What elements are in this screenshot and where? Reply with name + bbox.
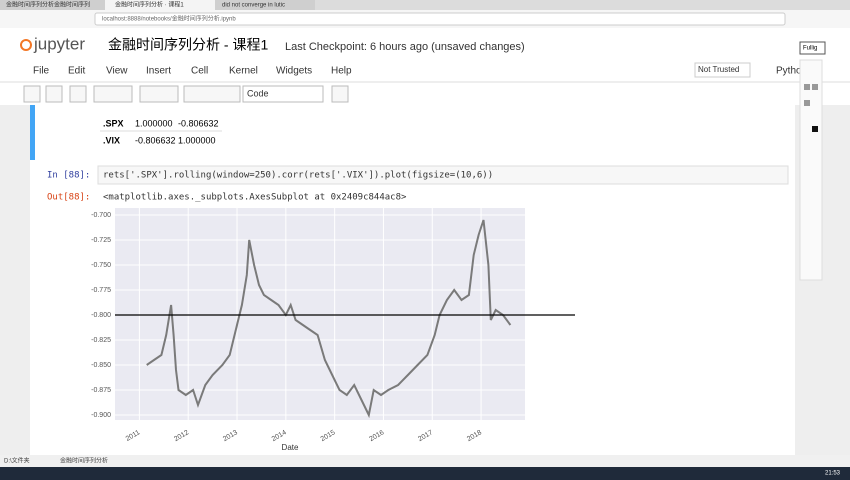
taskbar-item[interactable]: 金融时间序列分析 <box>60 457 108 465</box>
menu-item[interactable]: Help <box>331 66 352 77</box>
tab[interactable] <box>215 0 315 10</box>
swatch[interactable] <box>804 100 810 106</box>
tool-button[interactable] <box>93 85 133 103</box>
cell-type: Code <box>247 88 269 98</box>
chart: -0.700 -0.725 -0.750 -0.775 -0.800 -0.825 -0.8… <box>91 208 575 452</box>
tool-panel <box>799 59 823 281</box>
tool-button[interactable] <box>23 85 41 103</box>
y-tick-label: -0.825 <box>91 337 111 344</box>
menu-item[interactable]: Insert <box>146 66 171 77</box>
logo-icon <box>20 39 32 51</box>
tab-bar <box>0 0 850 10</box>
y-tick-label: -0.775 <box>91 287 111 294</box>
y-tick-label: -0.900 <box>91 412 111 419</box>
trusted-badge[interactable] <box>694 62 751 78</box>
taskbar <box>0 467 850 480</box>
y-tick-label: -0.875 <box>91 387 111 394</box>
menu-item[interactable]: Widgets <box>276 66 312 77</box>
tool-button[interactable] <box>45 85 63 103</box>
status-bar <box>0 455 850 467</box>
output-table: .SPX 1.000000 -0.806632.VIX -0.806632 1.0000… <box>103 118 219 145</box>
y-tick-label: -0.700 <box>91 212 111 219</box>
menu-item[interactable]: Edit <box>68 66 85 77</box>
output-text: <matplotlib.axes._subplots.AxesSubplot a… <box>103 193 407 203</box>
menu-item[interactable]: Kernel <box>229 66 258 77</box>
y-tick-label: -0.725 <box>91 237 111 244</box>
tooltip: Fullig <box>803 46 817 52</box>
code: rets['.SPX'].rolling(window=250).corr(re… <box>103 171 493 181</box>
tab[interactable] <box>105 0 215 10</box>
y-tick-label: -0.800 <box>91 312 111 319</box>
table-cell: 1.000000 <box>135 118 173 128</box>
table-cell: -0.806632 <box>178 118 219 128</box>
tab-title: did not converge in lutic <box>222 3 285 9</box>
y-tick-label: -0.750 <box>91 262 111 269</box>
out-prompt: Out[88]: <box>47 193 90 203</box>
tool-button[interactable] <box>139 85 179 103</box>
tool-button[interactable] <box>331 85 349 103</box>
kernel-name: Python <box>776 66 807 77</box>
url-box[interactable] <box>94 12 786 26</box>
swatch[interactable] <box>812 84 818 90</box>
cell-type-select[interactable] <box>242 85 324 103</box>
menu-bar: File Edit View Insert Cell Kernel Widgets Help <box>33 66 352 77</box>
code-cell[interactable] <box>97 165 789 185</box>
y-tick-label: -0.850 <box>91 362 111 369</box>
tool-button[interactable] <box>183 85 241 103</box>
trusted: Not Trusted <box>698 65 739 74</box>
clock: 21:53 <box>825 471 841 477</box>
x-axis-label: Date <box>282 443 299 452</box>
row-header: .VIX <box>103 135 120 145</box>
tab[interactable] <box>0 0 105 10</box>
drawing-tools <box>799 59 823 281</box>
toolbar <box>23 85 349 103</box>
menu-item[interactable]: File <box>33 66 50 77</box>
logo: jupyter <box>33 34 85 53</box>
notebook-title[interactable]: 金融时间序列分析 - 课程1 <box>108 37 268 53</box>
tab-title: 金融时间序列分析金融时间序列 <box>6 1 90 9</box>
menu-item[interactable]: Cell <box>191 66 208 77</box>
table-cell: 1.000000 <box>178 135 216 145</box>
tool-button[interactable] <box>69 85 87 103</box>
line-series <box>146 219 512 419</box>
taskbar-item[interactable]: D:\文件夹 <box>4 457 30 465</box>
menu-item[interactable]: View <box>106 66 128 77</box>
swatch[interactable] <box>804 84 810 90</box>
url: localhost:8888/notebooks/金融时间序列分析.ipynb <box>102 15 236 23</box>
swatch[interactable] <box>812 126 818 132</box>
row-header: .SPX <box>103 118 124 128</box>
in-prompt: In [88]: <box>47 171 90 181</box>
tab-title: 金融时间序列分析 · 课程1 <box>115 1 184 9</box>
plot-area <box>115 208 525 420</box>
tooltip-box <box>799 41 826 55</box>
table-cell: -0.806632 <box>135 135 176 145</box>
checkpoint: Last Checkpoint: 6 hours ago (unsaved ch… <box>285 41 525 53</box>
cell-marker <box>30 105 35 160</box>
